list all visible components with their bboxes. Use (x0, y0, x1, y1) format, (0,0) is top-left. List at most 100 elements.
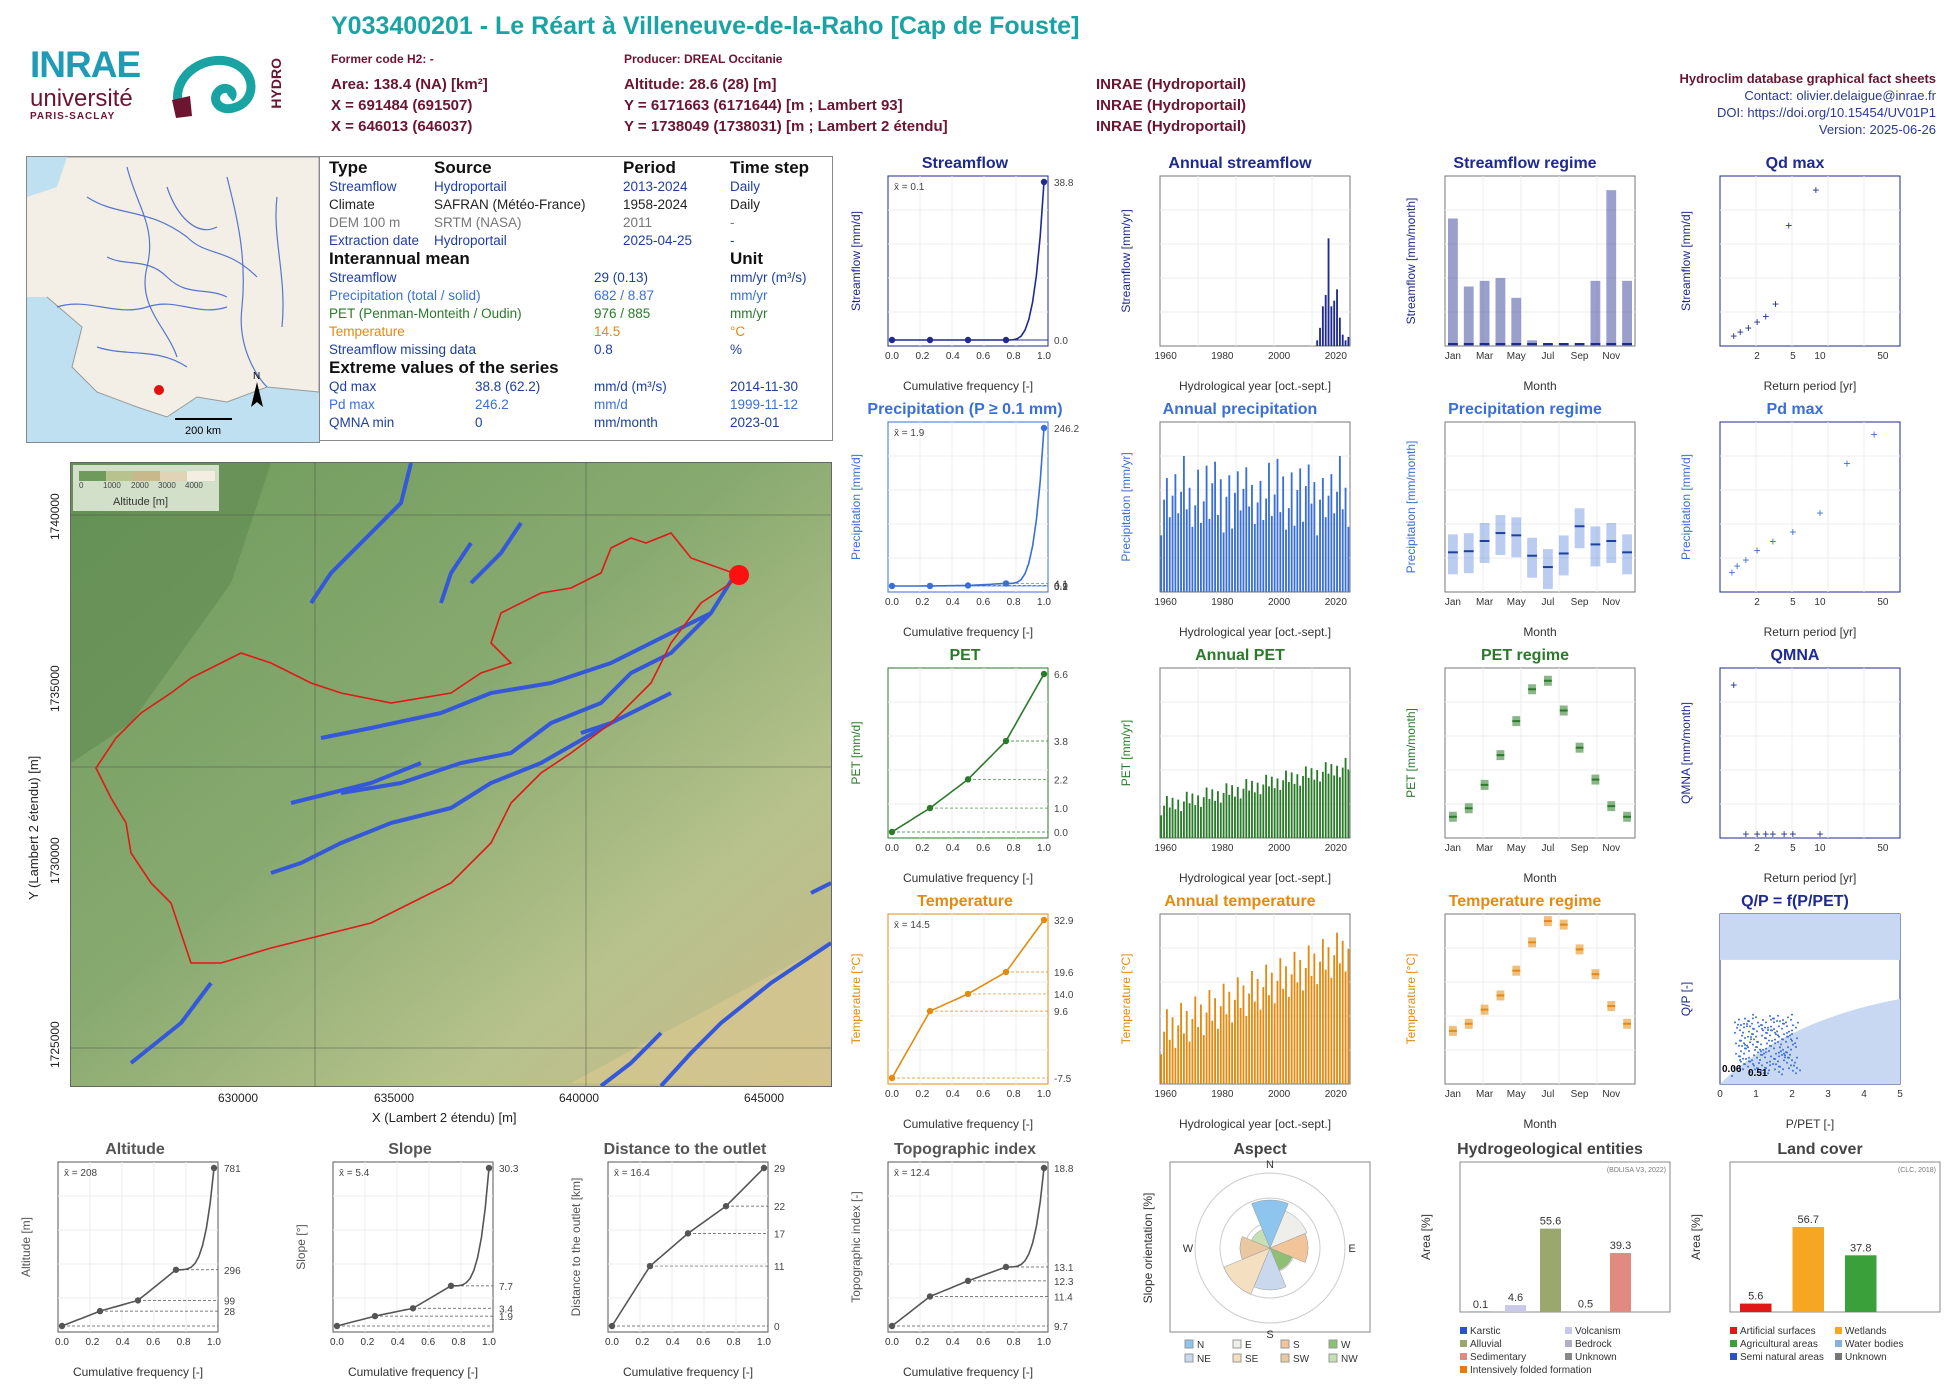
x-tick-label: 2 (1754, 597, 1760, 608)
qp-point (1755, 1036, 1757, 1038)
annual-bar (1288, 782, 1290, 838)
right-tick-label: 3.8 (1054, 737, 1068, 748)
x-axis-label: Return period [yr] (1764, 625, 1857, 639)
extreme-point: + (1871, 428, 1878, 442)
qp-point (1785, 1041, 1787, 1043)
x-tick-label: 2020 (1325, 843, 1348, 854)
x-axis-label: Cumulative frequency [-] (903, 1117, 1033, 1131)
x-tick-label: 0.4 (391, 1337, 405, 1348)
regime-box (1622, 534, 1632, 574)
x-tick-label: 1.0 (1037, 1337, 1051, 1348)
altitude-info: Altitude: 28.6 (28) [m] (624, 74, 777, 95)
annual-bar (1206, 466, 1208, 592)
x-tick-label: 0.0 (885, 1337, 899, 1348)
right-tick-label: 246.2 (1054, 424, 1079, 435)
map-ytick: 1730000 (48, 837, 62, 884)
extreme-val: 38.8 (62.2) (475, 379, 540, 394)
qp-point (1743, 1042, 1745, 1044)
legend-label: Agricultural areas (1740, 1339, 1818, 1350)
mean-label: x̄ = 14.5 (894, 920, 930, 931)
qp-point (1770, 1019, 1772, 1021)
annual-bar (1325, 762, 1327, 838)
regime-box (1527, 538, 1537, 578)
qp-upper-zone (1720, 914, 1900, 960)
chart-title: Streamflow regime (1453, 155, 1596, 172)
annual-bar (1311, 768, 1313, 838)
info-source: Hydroportail (434, 179, 507, 194)
map-xtick: 635000 (374, 1091, 414, 1105)
qp-point (1748, 1057, 1750, 1059)
qp-point (1786, 1036, 1788, 1038)
catchment-map[interactable]: 0 1000 2000 3000 4000 Altitude [m] (70, 462, 832, 1087)
legend-tick: 3000 (158, 481, 176, 490)
mean-unit: mm/yr (m³/s) (730, 270, 806, 285)
qp-point (1762, 1019, 1764, 1021)
annual-bar (1240, 798, 1242, 838)
annual-bar (1237, 471, 1239, 592)
right-tick-label: 29 (774, 1164, 786, 1175)
x-axis-label: Cumulative frequency [-] (903, 379, 1033, 393)
chart-title: Hydrogeological entities (1457, 1141, 1643, 1158)
qp-point (1774, 1042, 1776, 1044)
outlet-marker[interactable] (729, 565, 749, 585)
mean-name: Streamflow missing data (329, 342, 476, 357)
annual-bar (1302, 522, 1304, 592)
qp-point (1748, 1060, 1750, 1062)
qp-point (1781, 1073, 1783, 1075)
annual-bar (1336, 933, 1338, 1084)
doi-link[interactable]: DOI: https://doi.org/10.15454/UV01P1 (1680, 104, 1936, 121)
qp-point (1737, 1024, 1739, 1026)
regime-box (1464, 533, 1474, 573)
x-axis-label: Return period [yr] (1764, 871, 1857, 885)
annual-bar (1288, 508, 1290, 592)
extreme-name: Pd max (329, 397, 375, 412)
regime-box (1496, 515, 1506, 555)
qp-point (1743, 1023, 1745, 1025)
qp-point (1772, 1017, 1774, 1019)
annual-bar (1180, 811, 1182, 838)
legend-label: Alluvial (1470, 1339, 1502, 1350)
x-axis-label: Hydrological year [oct.-sept.] (1179, 625, 1331, 639)
qp-point (1782, 1068, 1784, 1070)
compass-label: E (1348, 1243, 1355, 1255)
qp-point (1738, 1045, 1740, 1047)
x-tick-label: 1980 (1211, 597, 1234, 608)
extreme-unit: mm/d (m³/s) (594, 379, 667, 394)
right-tick-label: 14.0 (1054, 990, 1074, 1001)
annual-bar (1339, 456, 1341, 592)
annual-bar (1226, 783, 1228, 838)
qp-point (1760, 1043, 1762, 1045)
annual-bar (1328, 947, 1330, 1084)
regime-bar (1448, 219, 1458, 347)
qp-point (1766, 1062, 1768, 1064)
x-axis-label: Month (1523, 379, 1556, 393)
qp-point (1763, 1053, 1765, 1055)
regime-bar (1480, 281, 1490, 346)
qp-point (1735, 1053, 1737, 1055)
annual-bar (1291, 974, 1293, 1084)
extreme-name: Qd max (329, 379, 376, 394)
compass-label: W (1183, 1243, 1194, 1255)
annual-bar (1191, 1019, 1193, 1084)
extreme-val: 246.2 (475, 397, 509, 412)
info-type: Extraction date (329, 233, 419, 248)
x-axis-label: Month (1523, 871, 1556, 885)
contact[interactable]: Contact: olivier.delaigue@inrae.fr (1680, 87, 1936, 104)
annual-bar (1274, 788, 1276, 838)
x-tick-label: 10 (1814, 351, 1826, 362)
qp-point (1755, 1046, 1757, 1048)
qp-point (1769, 1061, 1771, 1063)
annual-bar (1333, 775, 1335, 838)
qp-point (1739, 1059, 1741, 1061)
qp-point (1786, 1032, 1788, 1034)
x-tick-label: 2 (1754, 351, 1760, 362)
chart-title: Precipitation regime (1448, 401, 1602, 418)
qp-point (1751, 1023, 1753, 1025)
chart-title: Annual precipitation (1163, 401, 1318, 418)
annual-bar (1169, 807, 1171, 838)
